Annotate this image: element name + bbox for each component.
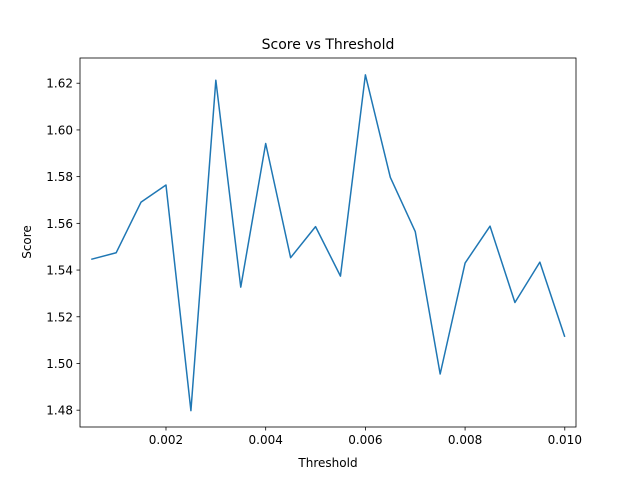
y-tick-label: 1.58 [46,170,73,184]
axes-frame [79,57,577,428]
y-tick-label: 1.52 [46,310,73,324]
x-tick-label: 0.002 [149,433,183,447]
x-tick-label: 0.010 [548,433,582,447]
y-tick-label: 1.62 [46,77,73,91]
y-tick-label: 1.60 [46,123,73,137]
chart-title: Score vs Threshold [262,37,395,53]
x-tick-label: 0.004 [249,433,283,447]
series-line [91,74,566,412]
x-tick-label: 0.008 [448,433,482,447]
y-tick-label: 1.50 [46,357,73,371]
y-tick-label: 1.54 [46,264,73,278]
x-tick-label: 0.006 [348,433,382,447]
y-tick-label: 1.48 [46,404,73,418]
y-tick-label: 1.56 [46,217,73,231]
plot-area: 0.002 0.004 0.006 0.008 0.010 1.48 1.50 1.52 1.5… [46,57,582,447]
y-axis-title: Score [20,225,34,259]
x-axis-title: Threshold [297,456,357,470]
